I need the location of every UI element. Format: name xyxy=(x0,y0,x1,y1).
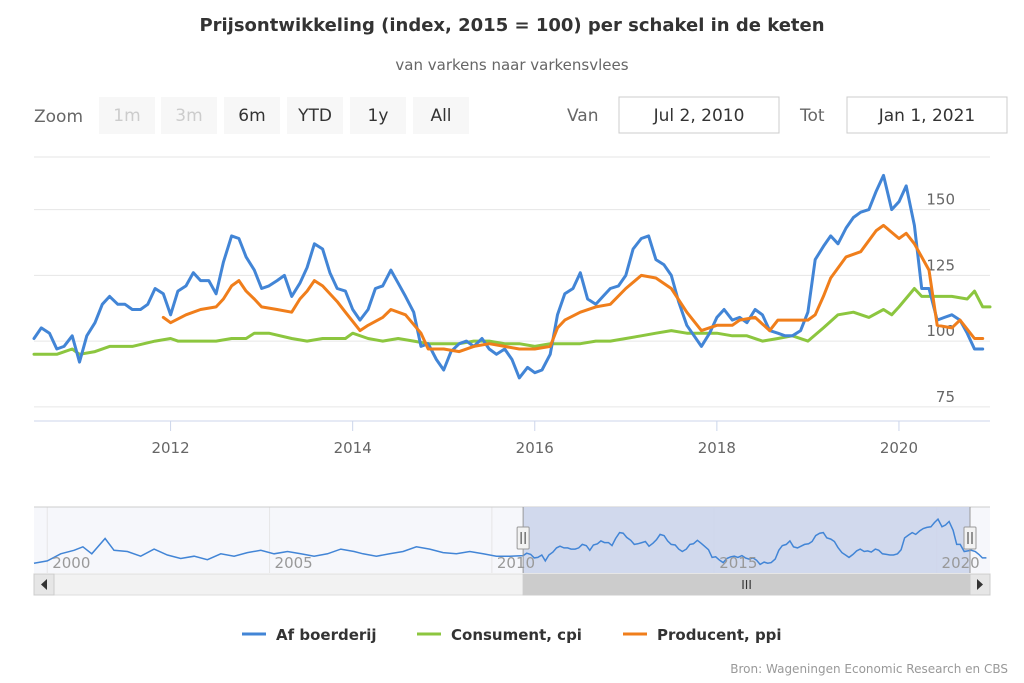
x-tick-label: 2012 xyxy=(151,439,189,457)
series-line-consument-cpi[interactable] xyxy=(32,287,992,356)
legend: Af boerderij Consument, cpi Producent, p… xyxy=(242,626,782,644)
navigator-tick-label: 2010 xyxy=(497,554,535,572)
legend-label: Producent, ppi xyxy=(657,626,782,644)
zoom-button-3m[interactable]: 3m xyxy=(161,97,217,134)
zoom-button-label: 6m xyxy=(238,106,265,126)
chart-subtitle: van varkens naar varkensvlees xyxy=(395,56,628,74)
y-tick-label: 125 xyxy=(926,256,955,274)
legend-item-af-boerderij[interactable]: Af boerderij xyxy=(242,626,377,644)
to-date-input[interactable]: Jan 1, 2021 xyxy=(846,96,1008,134)
navigator-handle-grip[interactable] xyxy=(516,526,530,550)
zoom-button-label: All xyxy=(430,106,451,126)
zoom-label: Zoom xyxy=(34,107,83,127)
zoom-button-ytd[interactable]: YTD xyxy=(287,97,343,134)
navigator-series xyxy=(33,517,987,566)
zoom-button-1m[interactable]: 1m xyxy=(99,97,155,134)
range-selector: Zoom 1m 3m 6m YTD 1y All Van Jul 2, 20 xyxy=(34,96,1008,134)
navigator-handle-right[interactable] xyxy=(963,507,977,573)
to-date-value: Jan 1, 2021 xyxy=(878,106,976,126)
legend-item-producent-ppi[interactable]: Producent, ppi xyxy=(623,626,782,644)
x-axis: 2012 2014 2016 2018 2020 xyxy=(34,420,990,457)
navigator[interactable]: 2000 2005 2010 2015 2020 xyxy=(33,506,990,573)
x-tick-label: 2020 xyxy=(880,439,918,457)
zoom-button-all[interactable]: All xyxy=(413,97,469,134)
zoom-button-label: 1m xyxy=(113,106,140,126)
x-tick-label: 2014 xyxy=(334,439,372,457)
scrollbar-right-button[interactable] xyxy=(969,573,991,596)
navigator-tick-label: 2015 xyxy=(719,554,757,572)
zoom-button-label: 3m xyxy=(175,106,202,126)
to-label: Tot xyxy=(799,106,825,126)
navigator-tick-label: 2000 xyxy=(52,554,90,572)
series-line-af-boerderij[interactable] xyxy=(32,173,985,380)
series-line-producent-ppi[interactable] xyxy=(161,223,985,354)
zoom-button-label: YTD xyxy=(297,106,332,126)
plot-series xyxy=(32,173,992,380)
from-date-input[interactable]: Jul 2, 2010 xyxy=(618,96,780,134)
plot-gridlines xyxy=(34,156,990,408)
from-label: Van xyxy=(567,106,599,126)
navigator-series-line xyxy=(33,517,987,566)
legend-label: Af boerderij xyxy=(276,626,377,644)
x-tick-label: 2016 xyxy=(516,439,554,457)
y-tick-label: 150 xyxy=(926,191,955,209)
chart-title: Prijsontwikkeling (index, 2015 = 100) pe… xyxy=(199,15,824,36)
navigator-tick-label: 2005 xyxy=(275,554,313,572)
zoom-button-label: 1y xyxy=(368,106,389,126)
navigator-axis: 2000 2005 2010 2015 2020 xyxy=(52,554,979,572)
arrow-right-icon xyxy=(977,579,983,590)
x-tick-label: 2018 xyxy=(698,439,736,457)
scrollbar[interactable]: III xyxy=(33,573,991,596)
legend-item-consument-cpi[interactable]: Consument, cpi xyxy=(417,626,582,644)
zoom-button-6m[interactable]: 6m xyxy=(224,97,280,134)
scrollbar-grip-icon: III xyxy=(741,578,752,592)
zoom-button-1y[interactable]: 1y xyxy=(350,97,406,134)
navigator-handle-grip[interactable] xyxy=(963,526,977,550)
navigator-tick-label: 2020 xyxy=(942,554,980,572)
credits[interactable]: Bron: Wageningen Economic Research en CB… xyxy=(730,662,1008,676)
navigator-handle-left[interactable] xyxy=(516,507,530,573)
legend-label: Consument, cpi xyxy=(451,626,582,644)
y-tick-label: 75 xyxy=(936,388,955,406)
navigator-selected-range[interactable] xyxy=(523,507,970,573)
arrow-left-icon xyxy=(41,579,47,590)
from-date-value: Jul 2, 2010 xyxy=(653,106,745,126)
navigator-handles[interactable] xyxy=(516,507,977,573)
scrollbar-left-button[interactable] xyxy=(33,573,55,596)
